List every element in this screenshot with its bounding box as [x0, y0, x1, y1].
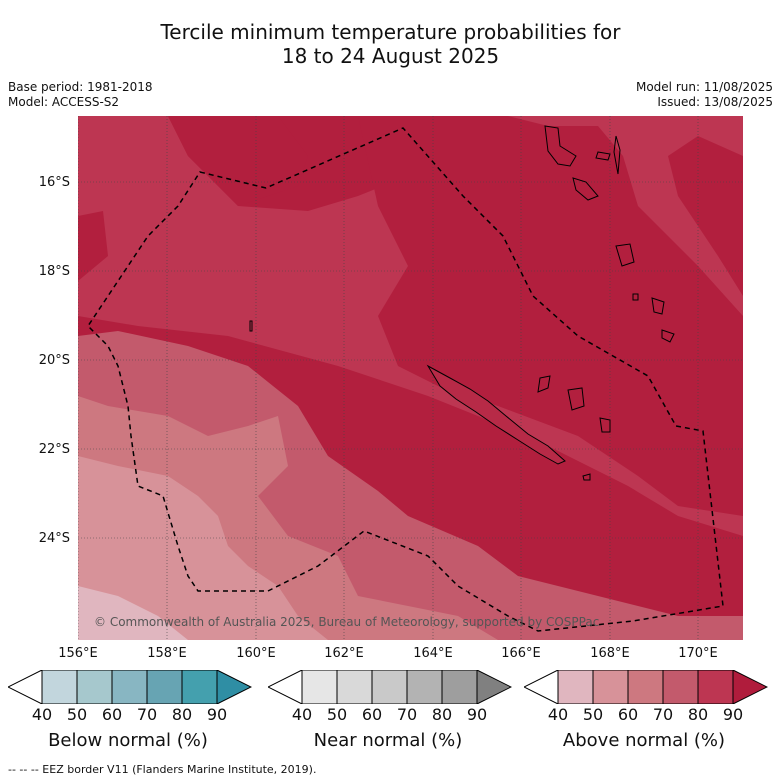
colorbar-above-50-60 [592, 669, 629, 705]
colorbar-near-80-90 [441, 669, 478, 705]
tick-label: 80 [687, 705, 709, 724]
model-run: Model run: 11/08/2025 [635, 80, 773, 94]
base-period: Base period: 1981-2018 [8, 80, 153, 94]
chart-title: Tercile minimum temperature probabilitie… [0, 20, 781, 68]
lat-label-22s: 22°S [38, 442, 70, 457]
tick-label: 60 [101, 705, 123, 724]
colorbar-above-low-arrow [522, 669, 559, 705]
colorbar-above-70-80 [662, 669, 699, 705]
colorbar-near-70-80 [406, 669, 443, 705]
lon-label-162e: 162°E [324, 646, 364, 661]
lon-label-166e: 166°E [501, 646, 541, 661]
chesterfield-islands [249, 320, 253, 332]
eez-footnote: -- -- -- EEZ border V11 (Flanders Marine… [8, 763, 317, 776]
lon-label-158e: 158°E [147, 646, 187, 661]
loyalty-islands-1 [537, 375, 551, 393]
colorbar-below-80-90 [181, 669, 218, 705]
vanuatu-malakula [572, 177, 599, 201]
tick-label: 60 [361, 705, 383, 724]
colorbar-near-60-70 [371, 669, 408, 705]
meta-right: Model run: 11/08/2025 Issued: 13/08/2025 [636, 80, 773, 110]
lon-label-170e: 170°E [678, 646, 718, 661]
meta-left: Base period: 1981-2018 Model: ACCESS-S2 [8, 80, 153, 110]
loyalty-islands-3 [599, 417, 611, 433]
lon-label-160e: 160°E [236, 646, 276, 661]
lat-label-20s: 20°S [38, 353, 70, 368]
colorbar-near-title: Near normal (%) [313, 730, 463, 751]
tick-label: 40 [31, 705, 53, 724]
colorbar-below-60-70 [111, 669, 148, 705]
colorbar-above-svg [522, 669, 769, 705]
map-canvas: © Commonwealth of Australia 2025, Bureau… [78, 116, 743, 640]
tick-label: 70 [136, 705, 158, 724]
colorbar-below-high-arrow [216, 669, 253, 705]
isle-of-pines [582, 473, 591, 481]
tick-label: 50 [326, 705, 348, 724]
colorbar-below-title: Below normal (%) [48, 730, 208, 751]
colorbar-near-high-arrow [476, 669, 513, 705]
tick-label: 70 [652, 705, 674, 724]
colorbar-above-40-50 [557, 669, 594, 705]
tick-label: 90 [466, 705, 488, 724]
tick-label: 50 [66, 705, 88, 724]
colorbar-below-40-50 [41, 669, 78, 705]
vanuatu-tanna [651, 297, 665, 315]
colorbar-near-50-60 [336, 669, 373, 705]
lon-label-156e: 156°E [58, 646, 98, 661]
vanuatu-espiritu-santo [544, 125, 577, 167]
colorbar-near-svg [266, 669, 513, 705]
colorbar-below-svg [6, 669, 253, 705]
contour-40-50 [78, 456, 328, 640]
lon-label-164e: 164°E [413, 646, 453, 661]
colorbar-below-50-60 [76, 669, 113, 705]
colorbar-near [266, 669, 513, 708]
title-line-2: 18 to 24 August 2025 [281, 44, 500, 68]
contour-80-90-top [168, 116, 308, 206]
lat-label-18s: 18°S [38, 264, 70, 279]
graticule [78, 116, 743, 640]
colorbar-below [6, 669, 253, 708]
lon-label-168e: 168°E [590, 646, 630, 661]
tick-label: 40 [547, 705, 569, 724]
colorbar-near-40-50 [301, 669, 338, 705]
tick-label: 60 [617, 705, 639, 724]
tick-label: 90 [722, 705, 744, 724]
copyright-text: © Commonwealth of Australia 2025, Bureau… [94, 615, 599, 629]
model-name: Model: ACCESS-S2 [8, 95, 120, 109]
loyalty-islands-2 [567, 387, 585, 411]
vanuatu-north-islands [595, 135, 621, 175]
contour-80-90-left [78, 211, 108, 281]
colorbar-below-70-80 [146, 669, 183, 705]
issued-date: Issued: 13/08/2025 [657, 95, 773, 109]
contour-80-90-right [358, 116, 743, 516]
tick-label: 80 [171, 705, 193, 724]
colorbar-below-low-arrow [6, 669, 43, 705]
probability-map[interactable]: © Commonwealth of Australia 2025, Bureau… [78, 116, 743, 640]
lat-label-16s: 16°S [38, 175, 70, 190]
contour-30-40 [78, 586, 188, 640]
colorbar-above [522, 669, 769, 708]
title-line-1: Tercile minimum temperature probabilitie… [160, 20, 621, 44]
colorbar-near-low-arrow [266, 669, 303, 705]
vanuatu-aneityum [661, 329, 675, 343]
eez-border [87, 127, 724, 632]
colorbar-above-title: Above normal (%) [562, 730, 726, 751]
new-caledonia-island [426, 364, 566, 465]
tick-label: 90 [206, 705, 228, 724]
vanuatu-erromango [632, 293, 639, 301]
lat-label-24s: 24°S [38, 531, 70, 546]
tick-label: 40 [291, 705, 313, 724]
tick-label: 80 [431, 705, 453, 724]
colorbar-above-60-70 [627, 669, 664, 705]
tick-label: 50 [582, 705, 604, 724]
colorbar-above-80-90 [697, 669, 734, 705]
vanuatu-efate [615, 243, 635, 267]
tick-label: 70 [396, 705, 418, 724]
colorbar-above-high-arrow [732, 669, 769, 705]
